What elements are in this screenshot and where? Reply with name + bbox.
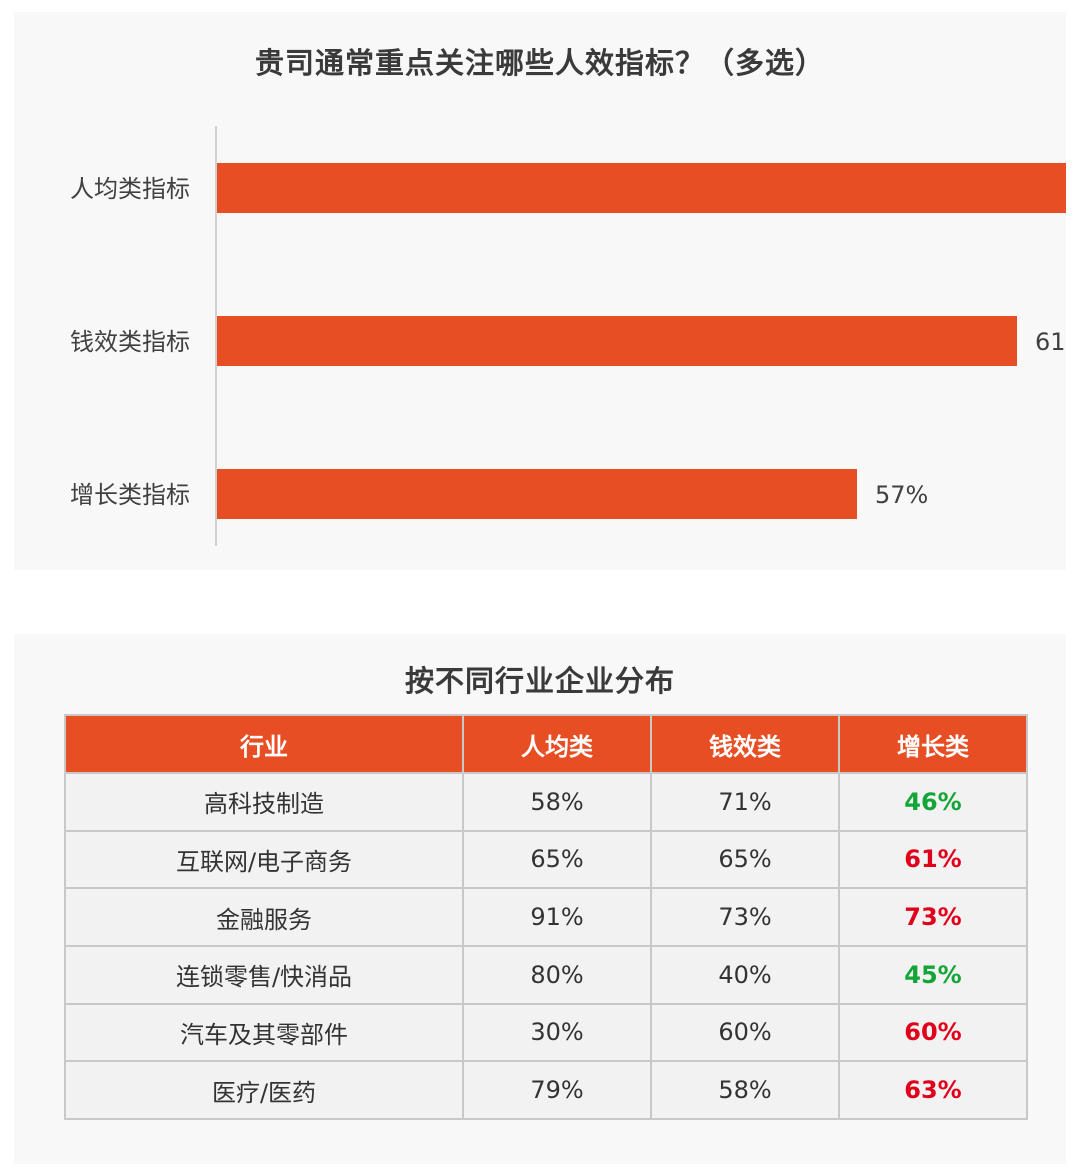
cell-industry: 医疗/医药 [64, 1060, 464, 1120]
category-label: 人均类指标 [70, 175, 190, 203]
table-row: 高科技制造 58% 71% 46% [64, 772, 1028, 832]
chart-title: 贵司通常重点关注哪些人效指标？（多选） [254, 46, 825, 80]
bar-0 [217, 163, 1066, 213]
category-label: 钱效类指标 [70, 328, 190, 356]
table-panel: 按不同行业企业分布 行业 人均类 钱效类 增长类 高科技制造 58% 71% 4… [14, 634, 1066, 1164]
cell-industry: 互联网/电子商务 [64, 829, 464, 890]
cell-industry: 连锁零售/快消品 [64, 944, 464, 1005]
cell-per-capita: 80% [462, 944, 652, 1005]
cell-industry: 高科技制造 [64, 772, 464, 832]
table-header-row: 行业 人均类 钱效类 增长类 [64, 714, 1028, 774]
column-header-industry: 行业 [64, 714, 464, 774]
cell-industry: 金融服务 [64, 887, 464, 947]
cell-industry: 汽车及其零部件 [64, 1002, 464, 1063]
table-row: 连锁零售/快消品 80% 40% 45% [64, 944, 1028, 1005]
table-row: 互联网/电子商务 65% 65% 61% [64, 829, 1028, 890]
cell-growth: 60% [838, 1002, 1028, 1063]
table-row: 汽车及其零部件 30% 60% 60% [64, 1002, 1028, 1063]
column-header-cost-efficiency: 钱效类 [650, 714, 840, 774]
cell-per-capita: 58% [462, 772, 652, 832]
bar-2 [217, 469, 857, 519]
category-label: 增长类指标 [70, 481, 190, 509]
cell-growth: 73% [838, 887, 1028, 947]
cell-per-capita: 30% [462, 1002, 652, 1063]
cell-growth: 45% [838, 944, 1028, 1005]
column-header-per-capita: 人均类 [462, 714, 652, 774]
cell-cost-efficiency: 40% [650, 944, 840, 1005]
cell-cost-efficiency: 65% [650, 829, 840, 890]
industry-table: 行业 人均类 钱效类 增长类 高科技制造 58% 71% 46% 互联网/电子商… [64, 714, 1028, 1120]
cell-growth: 63% [838, 1060, 1028, 1120]
value-label: 57% [875, 481, 928, 509]
table-title: 按不同行业企业分布 [404, 664, 675, 698]
cell-per-capita: 65% [462, 829, 652, 890]
cell-cost-efficiency: 60% [650, 1002, 840, 1063]
cell-per-capita: 79% [462, 1060, 652, 1120]
cell-per-capita: 91% [462, 887, 652, 947]
cell-cost-efficiency: 73% [650, 887, 840, 947]
chart-panel: 贵司通常重点关注哪些人效指标？（多选） 人均类指标68%钱效类指标61%增长类指… [14, 12, 1066, 570]
bar-1 [217, 316, 1017, 366]
cell-growth: 61% [838, 829, 1028, 890]
column-header-growth: 增长类 [838, 714, 1028, 774]
table-row: 金融服务 91% 73% 73% [64, 887, 1028, 947]
cell-growth: 46% [838, 772, 1028, 832]
table-row: 医疗/医药 79% 58% 63% [64, 1060, 1028, 1120]
cell-cost-efficiency: 58% [650, 1060, 840, 1120]
cell-cost-efficiency: 71% [650, 772, 840, 832]
value-label: 61% [1035, 328, 1066, 356]
